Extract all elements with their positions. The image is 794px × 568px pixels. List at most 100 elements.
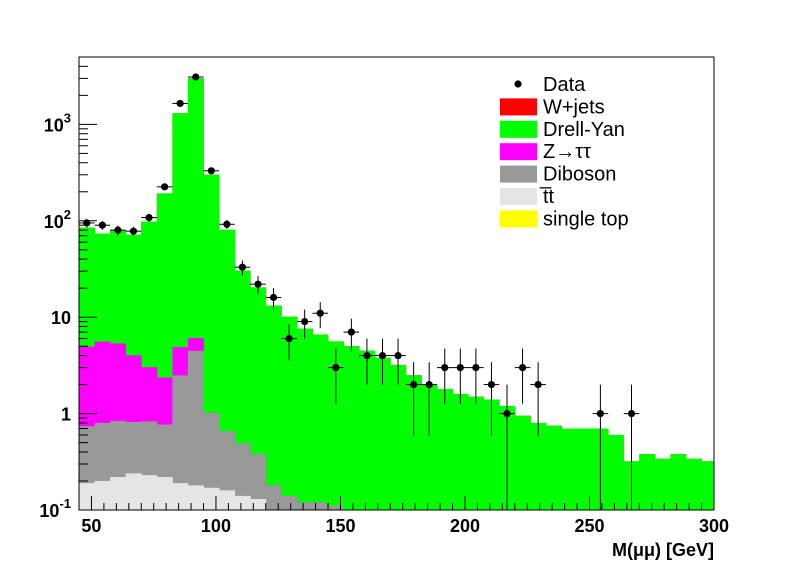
data-point xyxy=(483,362,500,436)
bar xyxy=(250,454,267,510)
bar xyxy=(219,430,236,510)
bar xyxy=(421,384,438,510)
data-marker xyxy=(285,334,293,343)
data-point xyxy=(265,288,282,310)
bar xyxy=(468,396,485,510)
bar xyxy=(172,483,189,510)
legend-item-drell-yan: Drell-Yan xyxy=(500,119,625,141)
data-point xyxy=(156,183,173,191)
bar xyxy=(141,475,158,510)
bar xyxy=(187,485,204,510)
bar xyxy=(234,495,251,510)
bar xyxy=(94,480,111,510)
x-tick-label: 300 xyxy=(699,516,729,536)
legend-swatch xyxy=(500,98,537,116)
bar xyxy=(405,375,422,510)
bar xyxy=(281,316,298,510)
data-point xyxy=(514,348,531,404)
data-marker xyxy=(394,351,402,360)
series-diboson xyxy=(79,350,344,510)
legend-label: Data xyxy=(543,74,586,96)
data-marker xyxy=(347,328,355,336)
bar xyxy=(328,506,344,510)
legend-label: Diboson xyxy=(543,164,616,186)
legend-label: W+jets xyxy=(543,96,605,118)
x-tick-label: 200 xyxy=(450,516,480,536)
data-point xyxy=(281,324,297,361)
data-marker xyxy=(441,363,449,372)
data-point xyxy=(468,348,484,404)
data-marker xyxy=(145,213,153,222)
bar xyxy=(639,454,656,510)
data-marker xyxy=(425,380,433,389)
legend-item-w-jets: W+jets xyxy=(500,96,605,118)
legend-item-single-top: single top xyxy=(500,208,629,230)
data-marker xyxy=(456,363,464,372)
data-point xyxy=(172,99,188,108)
data-marker xyxy=(254,280,262,288)
legend-item-diboson: Diboson xyxy=(500,164,616,186)
bar xyxy=(483,399,500,510)
legend-swatch xyxy=(500,188,537,205)
y-tick-label: 103 xyxy=(44,110,71,135)
data-point xyxy=(592,384,609,510)
legend-marker xyxy=(514,80,522,88)
bar xyxy=(343,346,360,510)
bar xyxy=(312,334,329,510)
data-marker xyxy=(472,363,480,372)
data-point xyxy=(110,225,126,236)
data-point xyxy=(530,362,546,436)
data-point xyxy=(343,318,360,353)
bar xyxy=(670,454,687,510)
x-axis-title: M(μμ) [GeV] xyxy=(612,540,714,560)
data-marker xyxy=(207,167,215,175)
data-marker xyxy=(487,380,496,389)
data-point xyxy=(94,221,111,230)
bar xyxy=(701,461,715,510)
data-marker xyxy=(161,183,169,191)
legend-label: Drell-Yan xyxy=(543,119,625,141)
data-marker xyxy=(518,363,527,372)
bar xyxy=(203,487,220,510)
x-axis: 50 100 150 200 250 300 xyxy=(78,496,729,536)
y-tick-label: 1 xyxy=(61,405,71,425)
stack-layer xyxy=(79,78,715,511)
data-marker xyxy=(627,409,636,418)
data-point xyxy=(359,338,375,385)
data-point xyxy=(390,338,406,385)
bar xyxy=(203,412,220,510)
data-point xyxy=(452,348,469,404)
data-point xyxy=(421,362,437,436)
bar xyxy=(374,357,391,510)
bar xyxy=(561,428,578,510)
data-marker xyxy=(176,99,184,108)
data-point xyxy=(623,384,640,510)
legend-item-z: Z→ττ xyxy=(500,141,591,163)
data-point xyxy=(125,226,142,237)
y-axis: 10-1 1 10 102 103 xyxy=(39,56,97,521)
y-tick-label: 10-1 xyxy=(39,496,71,521)
x-tick-label: 50 xyxy=(81,516,101,536)
bar xyxy=(654,458,671,510)
legend-item-data: Data xyxy=(514,74,586,96)
data-marker xyxy=(363,351,371,360)
data-point xyxy=(405,362,422,436)
y-tick-label: 10 xyxy=(51,308,71,328)
bar xyxy=(296,502,313,510)
bar xyxy=(281,495,298,510)
legend-label: t̅t xyxy=(540,186,555,208)
legend-swatch xyxy=(500,210,537,228)
bar xyxy=(110,476,127,510)
legend: DataW+jetsDrell-YanZ→ττDibosont̅tsingle … xyxy=(500,74,629,230)
y-tick-label: 102 xyxy=(44,207,71,232)
legend-label: single top xyxy=(543,208,629,230)
legend-swatch xyxy=(500,120,537,138)
data-point xyxy=(312,302,329,329)
data-marker xyxy=(596,409,604,418)
data-marker xyxy=(503,409,511,418)
bar xyxy=(530,422,547,510)
x-tick-label: 100 xyxy=(201,516,231,536)
bar xyxy=(265,305,282,510)
bar xyxy=(390,364,407,510)
bar xyxy=(296,328,313,510)
